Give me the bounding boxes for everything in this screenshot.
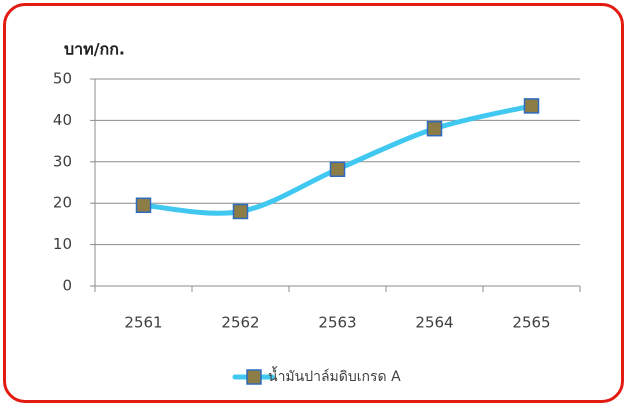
y-tick-label: 40 (53, 111, 72, 129)
y-tick-label: 50 (53, 70, 72, 88)
y-axis-label: บาท/กก. (64, 40, 125, 59)
marker (523, 98, 540, 114)
x-tick-label: 2561 (124, 314, 162, 332)
legend-marker (246, 369, 262, 385)
x-tick-label: 2564 (415, 314, 453, 332)
frame (3, 3, 624, 403)
y-tick-label: 0 (62, 277, 72, 295)
x-tick-label: 2562 (221, 314, 259, 332)
y-tick-label: 20 (53, 194, 72, 212)
line (141, 103, 534, 216)
marker (426, 120, 443, 137)
x-tick-label: 2563 (318, 314, 356, 332)
marker (329, 161, 346, 178)
marker (232, 203, 249, 220)
x-tick-label: 2565 (512, 314, 550, 332)
y-tick-label: 10 (53, 235, 72, 253)
marker (135, 197, 152, 214)
y-tick-label: 30 (53, 152, 72, 170)
legend-label: น้ำมันปาล์มดิบเกรด A (268, 366, 401, 385)
